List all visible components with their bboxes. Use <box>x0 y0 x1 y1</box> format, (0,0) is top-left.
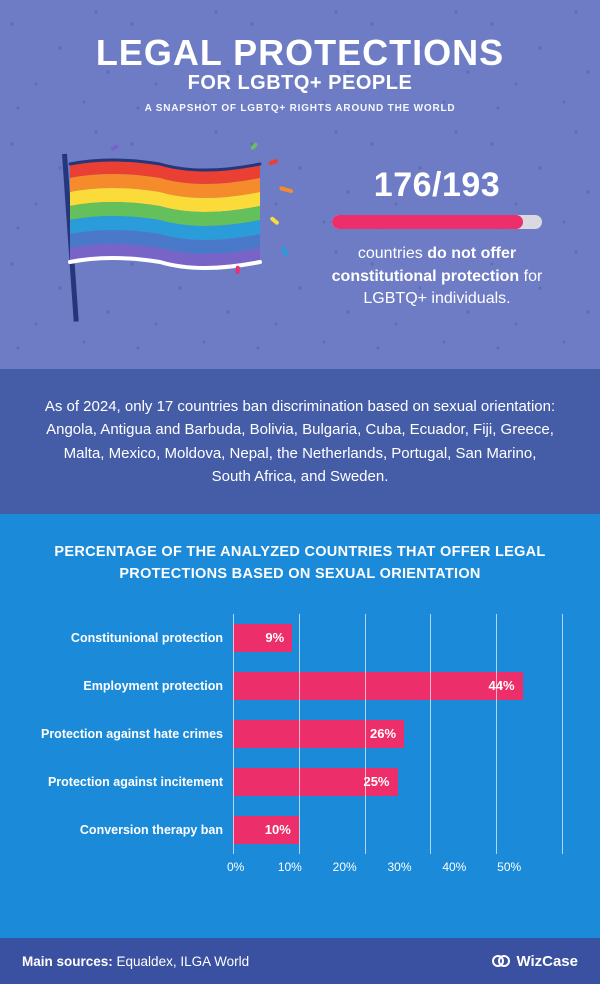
footer-brand: WizCase <box>492 952 578 970</box>
chart-grid-line <box>496 614 497 854</box>
sources-value: Equaldex, ILGA World <box>113 954 249 969</box>
stat-progress-fill <box>332 215 523 229</box>
chart-bar: 26% <box>233 720 404 748</box>
brand-name: WizCase <box>516 953 578 970</box>
chart-label: Employment protection <box>38 662 233 710</box>
chart-body: Constitunional protectionEmployment prot… <box>38 614 562 854</box>
hero-row: 176/193 countries do not offer constitut… <box>40 136 560 341</box>
chart-x-tick: 40% <box>442 860 497 874</box>
infographic-page: LEGAL PROTECTIONS FOR LGBTQ+ PEOPLE A SN… <box>0 0 600 984</box>
chart-grid-line <box>299 614 300 854</box>
chart-grid-line <box>430 614 431 854</box>
title-tagline: A SNAPSHOT OF LGBTQ+ RIGHTS AROUND THE W… <box>40 103 560 114</box>
chart-x-tick: 0% <box>227 860 282 874</box>
chart-bar-row: 44% <box>233 662 562 710</box>
stat-ratio: 176/193 <box>324 166 550 205</box>
chart-grid-line <box>365 614 366 854</box>
chart-x-axis: 0%10%20%30%40%50% <box>233 860 562 874</box>
chart-bar: 44% <box>233 672 523 700</box>
chart-x-tick: 10% <box>278 860 333 874</box>
stat-progress-track <box>332 215 542 229</box>
chart-bar-row: 9% <box>233 614 562 662</box>
title-sub: FOR LGBTQ+ PEOPLE <box>40 72 560 95</box>
stat-pre: countries <box>358 245 427 262</box>
chart-bar-row: 10% <box>233 806 562 854</box>
stat-caption: countries do not offer constitutional pr… <box>324 243 550 310</box>
footer-section: Main sources: Equaldex, ILGA World WizCa… <box>0 938 600 984</box>
header-section: LEGAL PROTECTIONS FOR LGBTQ+ PEOPLE A SN… <box>0 0 600 369</box>
chart-label: Protection against incitement <box>38 758 233 806</box>
chart-grid-line <box>233 614 234 854</box>
title-main: LEGAL PROTECTIONS <box>40 32 560 74</box>
sources-label: Main sources: <box>22 954 113 969</box>
rainbow-flag-illustration <box>40 136 300 341</box>
chart-bar: 25% <box>233 768 398 796</box>
chart-bar-row: 26% <box>233 710 562 758</box>
chart-y-labels: Constitunional protectionEmployment prot… <box>38 614 233 854</box>
chart-section: PERCENTAGE OF THE ANALYZED COUNTRIES THA… <box>0 514 600 938</box>
chart-x-tick: 30% <box>387 860 442 874</box>
chart-title: PERCENTAGE OF THE ANALYZED COUNTRIES THA… <box>38 542 562 586</box>
chart-bars-container: 9% 44% 26% 25% 10% <box>233 614 562 854</box>
mid-paragraph: As of 2024, only 17 countries ban discri… <box>45 398 555 485</box>
chart-label: Conversion therapy ban <box>38 806 233 854</box>
chart-bar-row: 25% <box>233 758 562 806</box>
chart-grid-line <box>562 614 563 854</box>
title-block: LEGAL PROTECTIONS FOR LGBTQ+ PEOPLE A SN… <box>40 32 560 114</box>
brand-icon <box>492 952 510 970</box>
chart-bar: 10% <box>233 816 299 844</box>
chart-x-tick: 20% <box>333 860 388 874</box>
chart-plot-area: 9% 44% 26% 25% 10% <box>233 614 562 854</box>
stat-column: 176/193 countries do not offer constitut… <box>324 166 560 310</box>
footer-sources: Main sources: Equaldex, ILGA World <box>22 954 249 969</box>
chart-x-tick: 50% <box>497 860 552 874</box>
mid-paragraph-section: As of 2024, only 17 countries ban discri… <box>0 369 600 514</box>
chart-label: Constitunional protection <box>38 614 233 662</box>
chart-bar: 9% <box>233 624 292 652</box>
chart-label: Protection against hate crimes <box>38 710 233 758</box>
